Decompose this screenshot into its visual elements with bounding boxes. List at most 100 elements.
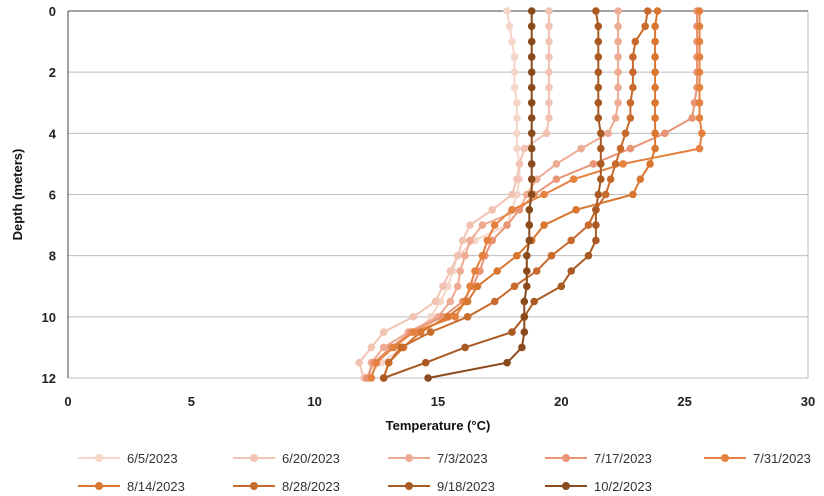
series-3 xyxy=(365,7,622,382)
data-point xyxy=(503,221,511,229)
y-tick-label-4: 4 xyxy=(49,126,57,141)
data-point xyxy=(490,297,499,306)
data-point xyxy=(527,144,536,153)
data-point xyxy=(367,343,376,352)
x-tick-label-30: 30 xyxy=(801,394,815,409)
data-point xyxy=(510,83,519,92)
axes xyxy=(67,10,809,379)
data-point xyxy=(695,144,704,153)
data-point xyxy=(651,37,659,46)
legend-label: 7/31/2023 xyxy=(753,451,811,466)
data-point xyxy=(515,160,524,168)
data-point xyxy=(478,251,487,260)
data-point xyxy=(545,7,553,15)
data-point xyxy=(508,328,516,336)
data-point xyxy=(653,7,662,15)
data-point xyxy=(520,144,529,153)
data-point xyxy=(527,190,536,199)
legend-item-9: 10/2/2023 xyxy=(545,479,652,494)
data-point xyxy=(542,129,551,138)
data-point xyxy=(540,190,548,199)
legend-label: 7/3/2023 xyxy=(437,451,488,466)
data-point xyxy=(505,22,514,31)
data-point xyxy=(527,68,536,76)
data-point xyxy=(695,114,704,122)
legend-label: 9/18/2023 xyxy=(437,479,495,494)
data-point xyxy=(695,7,704,15)
data-point xyxy=(527,114,536,122)
data-point xyxy=(527,160,536,168)
data-point xyxy=(594,37,603,46)
data-point xyxy=(569,175,578,183)
data-point xyxy=(651,22,659,31)
legend-label: 8/14/2023 xyxy=(127,479,185,494)
data-point xyxy=(458,236,467,245)
data-point xyxy=(592,7,600,15)
legend: 6/5/2023 6/20/2023 7/3/2023 7/17/2023 7/31/2… xyxy=(78,451,811,494)
data-point xyxy=(614,22,622,31)
data-point xyxy=(651,129,659,138)
data-point xyxy=(594,114,603,122)
data-point xyxy=(503,7,511,15)
x-tick-label-15: 15 xyxy=(431,394,445,409)
data-point xyxy=(520,313,529,321)
data-point xyxy=(604,129,612,138)
data-point xyxy=(629,53,637,61)
legend-label: 6/5/2023 xyxy=(127,451,178,466)
data-point xyxy=(483,236,492,245)
data-point xyxy=(614,68,622,76)
data-point xyxy=(510,53,519,61)
data-point xyxy=(688,114,696,122)
data-point xyxy=(523,251,531,260)
data-point xyxy=(453,251,462,260)
data-point xyxy=(592,221,600,229)
data-point xyxy=(614,99,622,107)
data-point xyxy=(525,236,534,245)
data-point xyxy=(421,358,430,367)
y-tick-label-8: 8 xyxy=(49,249,56,264)
data-point xyxy=(545,37,553,46)
series-2 xyxy=(355,7,553,382)
data-point xyxy=(651,83,659,92)
data-point xyxy=(594,68,603,76)
data-point xyxy=(592,236,600,245)
data-point xyxy=(525,221,534,229)
data-point xyxy=(651,68,659,76)
data-point xyxy=(695,22,704,31)
data-point xyxy=(594,83,603,92)
data-point xyxy=(552,175,561,183)
data-point xyxy=(626,114,635,122)
data-point xyxy=(626,144,635,153)
data-point xyxy=(695,99,704,107)
data-point xyxy=(508,190,516,199)
x-tick-label-20: 20 xyxy=(554,394,568,409)
data-point xyxy=(510,282,519,291)
legend-item-4: 7/17/2023 xyxy=(545,451,652,466)
data-point xyxy=(631,37,640,46)
series-6 xyxy=(379,7,662,382)
tick-labels: 0 5 10 15 20 25 30 0 2 4 6 8 10 12 xyxy=(42,4,816,409)
data-point xyxy=(584,251,593,260)
data-point xyxy=(389,343,398,352)
legend-label: 6/20/2023 xyxy=(282,451,340,466)
data-point xyxy=(488,206,497,214)
data-point xyxy=(527,99,536,107)
data-point xyxy=(594,190,603,199)
data-point xyxy=(508,206,516,214)
data-point xyxy=(527,129,536,138)
data-point xyxy=(584,221,593,229)
data-point xyxy=(611,114,620,122)
y-axis-title: Depth (meters) xyxy=(10,149,25,241)
data-point xyxy=(641,22,649,31)
data-point xyxy=(456,267,465,275)
data-point xyxy=(439,282,447,291)
data-point xyxy=(601,190,610,199)
data-point xyxy=(463,297,472,306)
data-point xyxy=(473,282,482,291)
legend-marker xyxy=(405,454,413,462)
data-point xyxy=(493,267,502,275)
legend-marker xyxy=(95,454,103,462)
data-point xyxy=(545,83,553,92)
data-point xyxy=(545,53,553,61)
